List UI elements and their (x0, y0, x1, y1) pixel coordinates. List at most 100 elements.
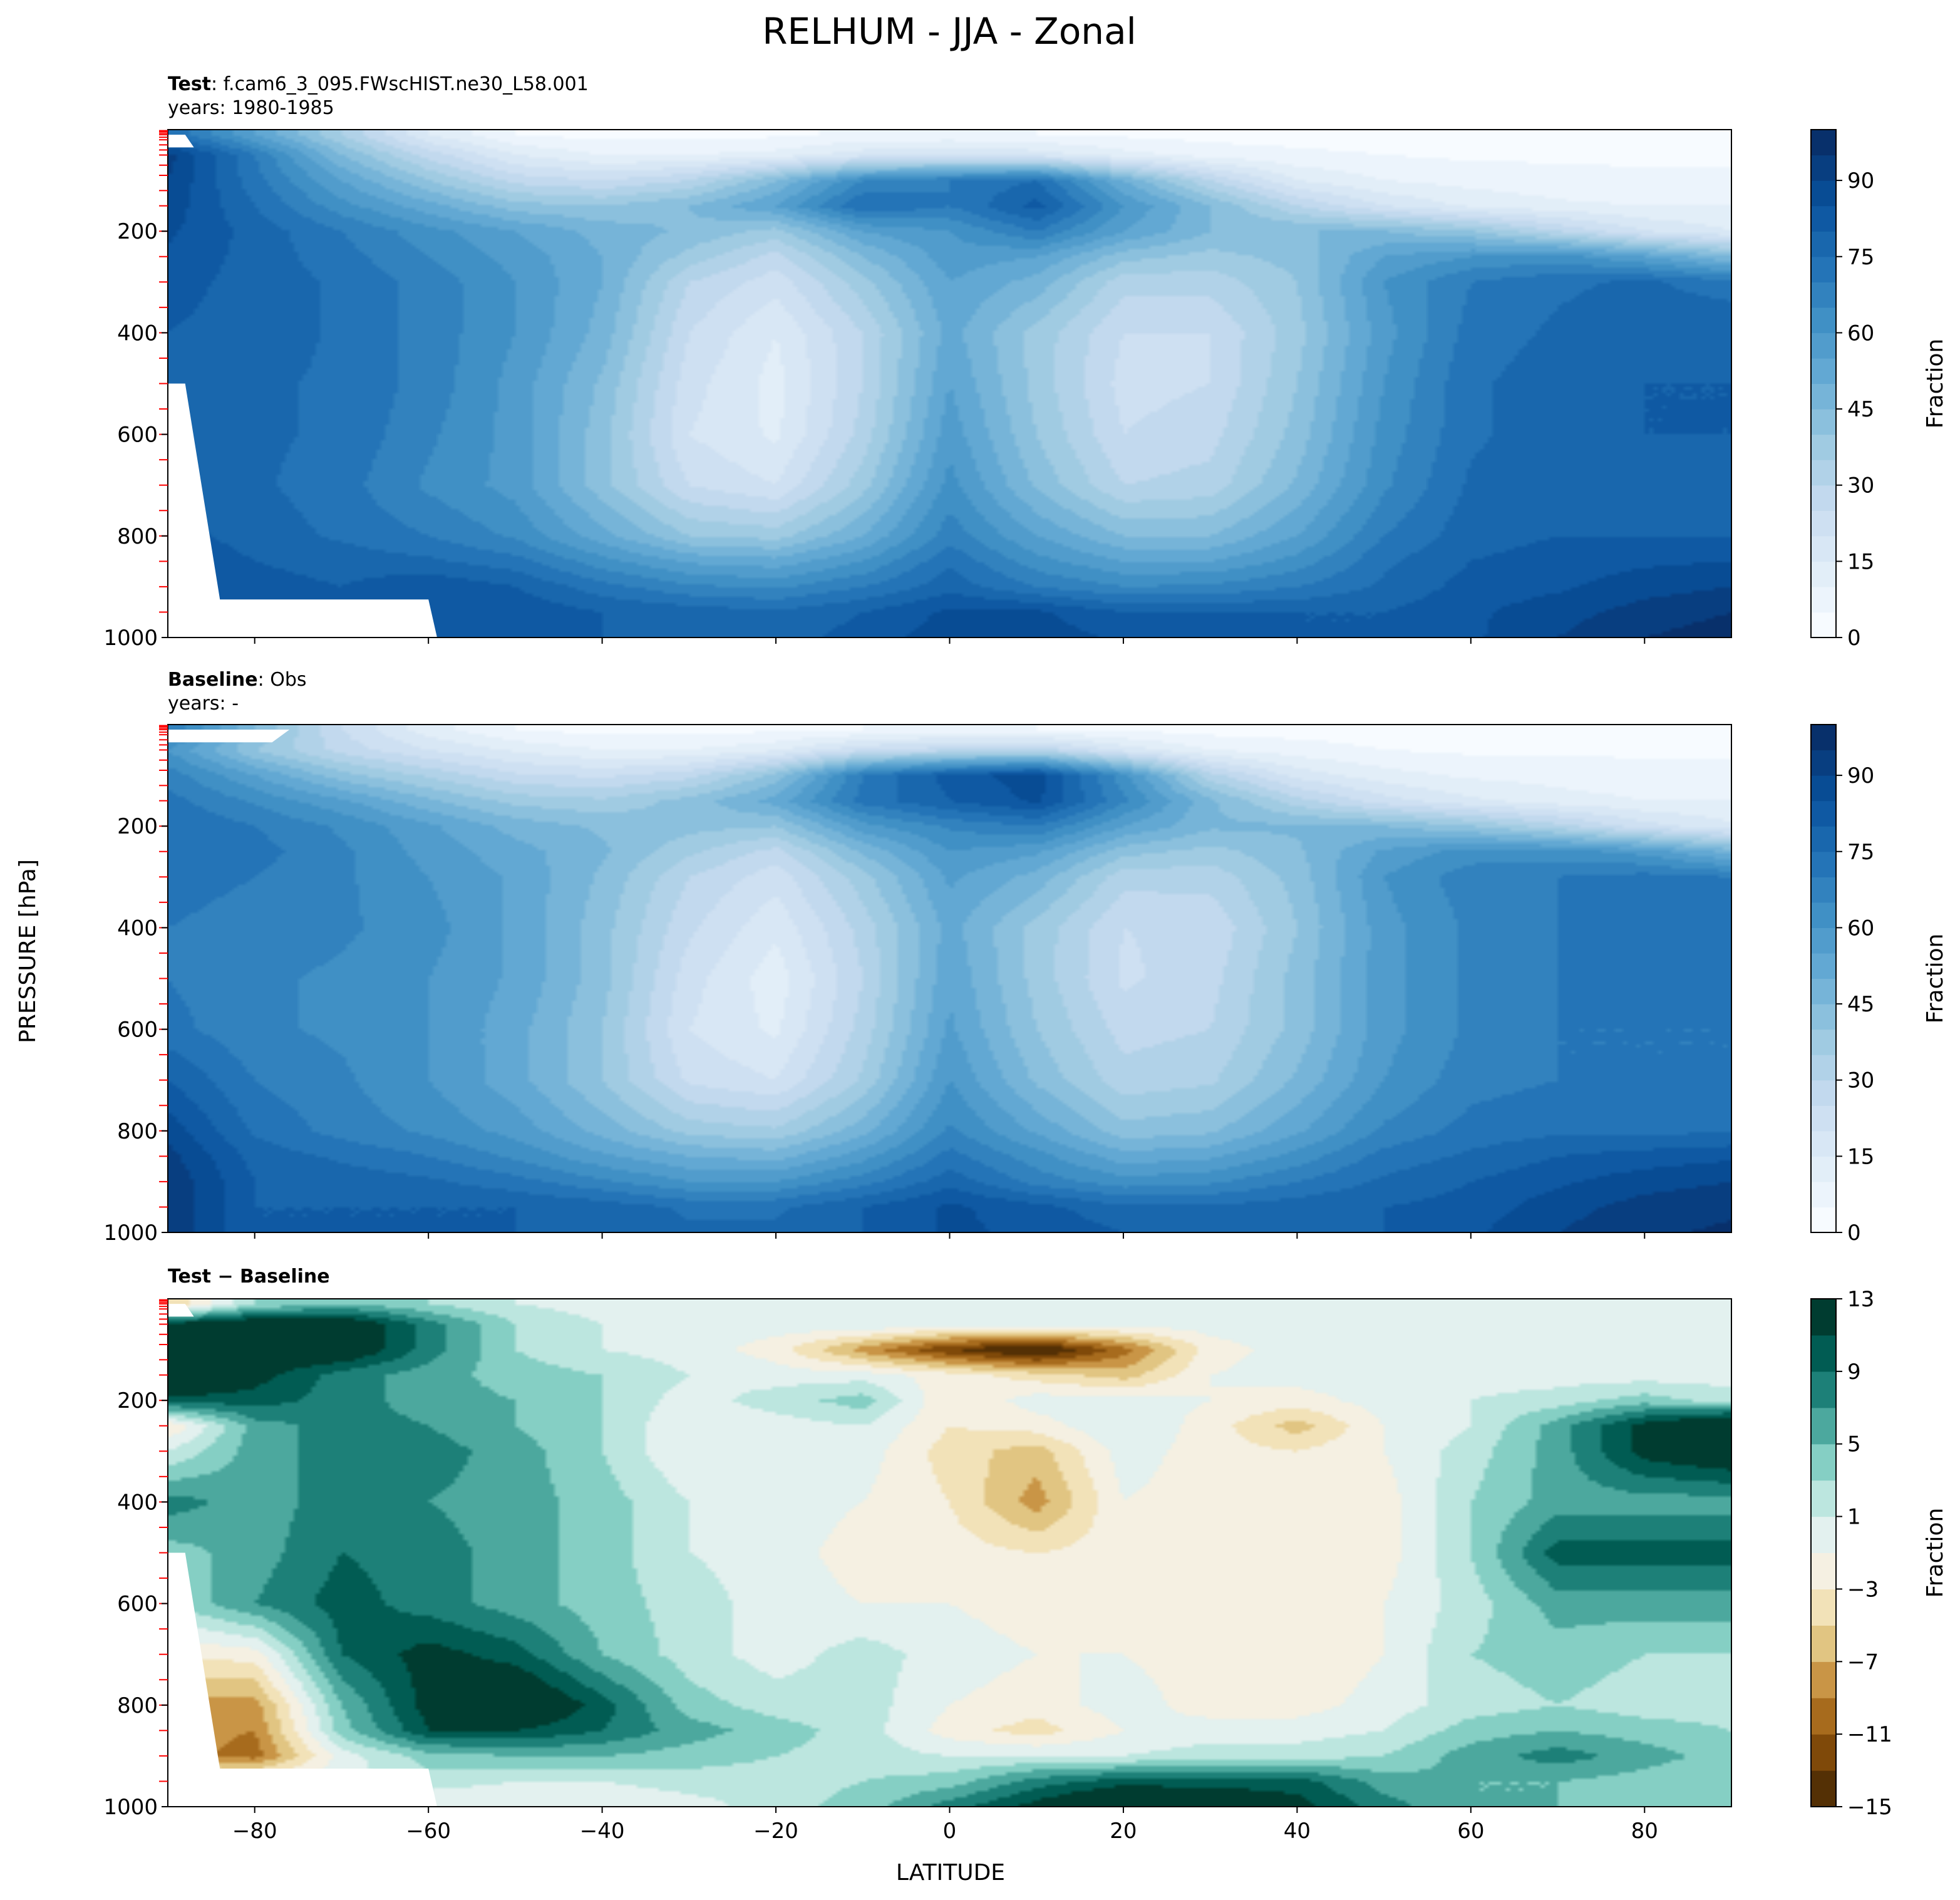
colorbar-segment (1811, 612, 1836, 638)
colorbar-segment (1811, 1105, 1836, 1132)
colorbar-segment (1811, 826, 1836, 852)
colorbar-tick-label: 30 (1847, 473, 1874, 498)
colorbar-segment (1811, 535, 1836, 562)
colorbar-tick-label: 15 (1847, 1144, 1874, 1169)
y-tick-label: 600 (117, 423, 158, 448)
heatmap-field-test (168, 130, 1731, 638)
panel-title-bold: Test (168, 73, 211, 95)
missing-data-mask-test (168, 135, 437, 638)
x-tick-label: −60 (406, 1819, 451, 1844)
colorbar-tick-label: 13 (1847, 1287, 1874, 1312)
panel-title-bold: Baseline (168, 669, 258, 691)
x-tick-label: −80 (232, 1819, 277, 1844)
x-tick-label: −20 (753, 1819, 798, 1844)
y-tick-label: 200 (117, 219, 158, 244)
shared-x-axis-label: LATITUDE (896, 1860, 1005, 1886)
colorbar-segment (1811, 1335, 1836, 1372)
colorbar-segment (1811, 256, 1836, 282)
y-tick-label: 800 (117, 524, 158, 549)
colorbar-segment (1811, 460, 1836, 486)
y-tick-label: 200 (117, 814, 158, 839)
y-tick-label: 200 (117, 1388, 158, 1413)
colorbar-tick-label: 75 (1847, 840, 1874, 865)
x-tick-label: 40 (1284, 1819, 1311, 1844)
y-tick-label: 600 (117, 1592, 158, 1617)
colorbar-label: Fraction (1922, 934, 1948, 1024)
colorbar-difference: −15 −11 −7 −3 1 5 9 13 Fraction (1810, 1287, 1948, 1820)
colorbar-tick-label: 75 (1847, 245, 1874, 270)
colorbar-segment (1811, 282, 1836, 308)
colorbar-segment (1811, 383, 1836, 410)
heatmap-field-difference (168, 1299, 1731, 1807)
x-tick-label: 20 (1110, 1819, 1137, 1844)
colorbar-segment (1811, 561, 1836, 587)
y-tick-label: 1000 (103, 1221, 158, 1246)
colorbar-segment (1811, 130, 1836, 156)
colorbar-tick-label: 0 (1847, 626, 1861, 651)
colorbar-frame (1810, 1298, 1837, 1807)
colorbar-segment (1811, 902, 1836, 928)
colorbar-segment (1811, 1029, 1836, 1055)
panel-title-rest: : f.cam6_3_095.FWscHIST.ne30_L58.001 (211, 73, 589, 95)
colorbar-tick-label: 45 (1847, 397, 1874, 422)
x-tick-label: 80 (1631, 1819, 1658, 1844)
colorbar-segment (1811, 485, 1836, 511)
x-tick-label: −40 (580, 1819, 625, 1844)
colorbar-segment (1811, 775, 1836, 802)
colorbar-segment (1811, 1156, 1836, 1182)
colorbar-segment (1811, 155, 1836, 181)
colorbar-segment (1811, 927, 1836, 954)
colorbar-tick-label: 90 (1847, 763, 1874, 788)
colorbar-segment (1811, 409, 1836, 435)
y-tick-label: 1000 (103, 626, 158, 651)
colorbar-segment (1811, 978, 1836, 1004)
heatmap-field-baseline (168, 725, 1731, 1232)
panel-title-rest: : Obs (258, 669, 307, 691)
colorbar-segment (1811, 1480, 1836, 1517)
missing-data-mask-baseline (168, 730, 290, 743)
colorbar-segment (1811, 1080, 1836, 1106)
colorbar-segment (1811, 1589, 1836, 1626)
colorbar-tick-label: 9 (1847, 1360, 1861, 1385)
colorbar-segment (1811, 1552, 1836, 1590)
colorbar-segment (1811, 180, 1836, 207)
y-tick-label: 400 (117, 1490, 158, 1515)
colorbar-label: Fraction (1922, 1508, 1948, 1598)
panel-subtitle-baseline: years: - (168, 693, 239, 715)
colorbar-segment (1811, 877, 1836, 903)
panels: Test: f.cam6_3_095.FWscHIST.ne30_L58.001… (103, 73, 1948, 1844)
colorbar-frame (1810, 129, 1837, 638)
panel-title-baseline: Baseline: Obs (168, 669, 307, 691)
colorbar-segment (1811, 1698, 1836, 1735)
colorbar-segment (1811, 231, 1836, 257)
colorbar-segment (1811, 1516, 1836, 1554)
colorbar-tick-label: 5 (1847, 1432, 1861, 1457)
colorbar-segment (1811, 205, 1836, 232)
colorbar-segment (1811, 750, 1836, 776)
colorbar-tick-label: 0 (1847, 1221, 1861, 1246)
colorbar-tick-label: −7 (1847, 1650, 1879, 1675)
colorbar-segment (1811, 1625, 1836, 1662)
colorbar-tick-label: −15 (1847, 1795, 1892, 1820)
colorbar-test: 0 15 30 45 60 75 90 Fraction (1810, 129, 1948, 651)
colorbar-segment (1811, 1661, 1836, 1698)
colorbar-segment (1811, 510, 1836, 537)
colorbar-segment (1811, 358, 1836, 385)
colorbar-segment (1811, 725, 1836, 751)
colorbar-label: Fraction (1922, 339, 1948, 429)
panel-subtitle-test: years: 1980-1985 (168, 97, 334, 119)
colorbar-segment (1811, 953, 1836, 979)
colorbar-segment (1811, 1734, 1836, 1771)
x-tick-label: 0 (943, 1819, 957, 1844)
colorbar-segment (1811, 800, 1836, 827)
colorbar-segment (1811, 333, 1836, 359)
y-tick-label: 1000 (103, 1795, 158, 1820)
colorbar-segment (1811, 1181, 1836, 1208)
colorbar-segment (1811, 307, 1836, 333)
colorbar-segment (1811, 1443, 1836, 1481)
x-tick-label: 60 (1457, 1819, 1484, 1844)
colorbar-tick-label: 30 (1847, 1068, 1874, 1093)
